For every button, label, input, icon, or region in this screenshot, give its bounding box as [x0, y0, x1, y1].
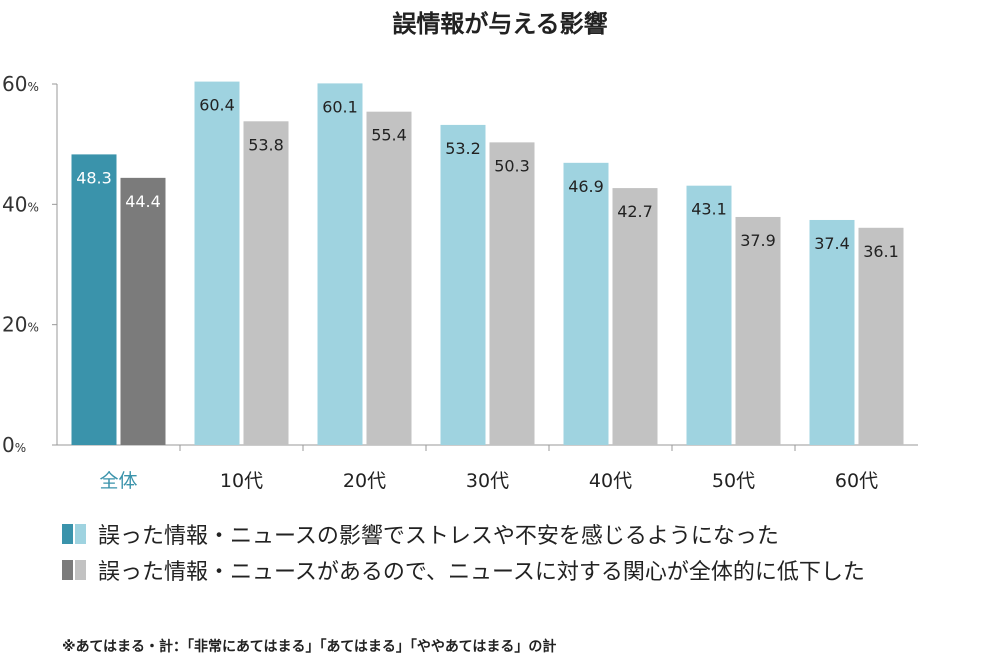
data-label: 37.4: [814, 234, 850, 253]
legend-swatch-series-2: [75, 560, 86, 580]
x-tick-label: 50代: [712, 470, 755, 492]
x-tick-label: 20代: [343, 470, 386, 492]
bar-chart: 0% 20% 40% 60% 48.3 44.4 全体 60.4 53.8 10代 60.1 55.4…: [2, 72, 918, 492]
legend-swatch-series-1: [75, 524, 86, 544]
legend-label-series-1: 誤った情報・ニュースの影響でストレスや不安を感じるようになった: [98, 524, 779, 549]
data-label: 60.1: [322, 97, 358, 116]
x-tick-label: 40代: [589, 470, 632, 492]
data-label: 46.9: [568, 177, 604, 196]
bar: [71, 154, 117, 445]
bar: [243, 121, 289, 445]
data-label: 48.3: [76, 168, 112, 187]
data-label: 42.7: [617, 202, 653, 221]
legend-item-series-1: 誤った情報・ニュースの影響でストレスや不安を感じるようになった: [62, 516, 865, 552]
footnote: ※あてはまる・計：「非常にあてはまる」「あてはまる」「ややあてはまる」の計: [62, 639, 557, 655]
x-tick-label: 全体: [99, 470, 137, 492]
bar: [489, 142, 535, 445]
data-label: 37.9: [740, 231, 776, 250]
bar: [317, 83, 363, 446]
data-label: 43.1: [691, 200, 727, 219]
y-tick-label: 40%: [2, 192, 39, 216]
bar: [194, 81, 240, 446]
chart-title: 誤情報が与える影響: [392, 10, 608, 38]
x-tick-label: 10代: [220, 470, 263, 492]
bar: [809, 219, 855, 445]
bar: [366, 111, 412, 445]
y-tick-label: 20%: [2, 313, 39, 337]
y-tick-label: 60%: [2, 72, 39, 96]
bar: [686, 185, 732, 445]
x-tick-label: 30代: [466, 470, 509, 492]
bar: [735, 216, 781, 445]
data-label: 36.1: [863, 242, 899, 261]
data-label: 60.4: [199, 96, 235, 115]
x-tick-label: 60代: [835, 470, 878, 492]
legend: 誤った情報・ニュースの影響でストレスや不安を感じるようになった 誤った情報・ニュ…: [62, 516, 865, 588]
data-label: 53.2: [445, 139, 481, 158]
legend-swatch-series-1-highlight: [62, 524, 73, 544]
legend-item-series-2: 誤った情報・ニュースがあるので、ニュースに対する関心が全体的に低下した: [62, 552, 865, 588]
bar: [563, 162, 609, 445]
bar: [612, 188, 658, 446]
data-label: 44.4: [125, 192, 161, 211]
bar: [120, 177, 166, 446]
bar: [858, 227, 904, 445]
legend-swatch-series-2-highlight: [62, 560, 73, 580]
bar: [440, 124, 486, 445]
legend-label-series-2: 誤った情報・ニュースがあるので、ニュースに対する関心が全体的に低下した: [98, 560, 865, 585]
data-label: 50.3: [494, 156, 530, 175]
data-label: 53.8: [248, 135, 284, 154]
y-tick-label: 0%: [2, 433, 26, 457]
data-label: 55.4: [371, 126, 407, 145]
